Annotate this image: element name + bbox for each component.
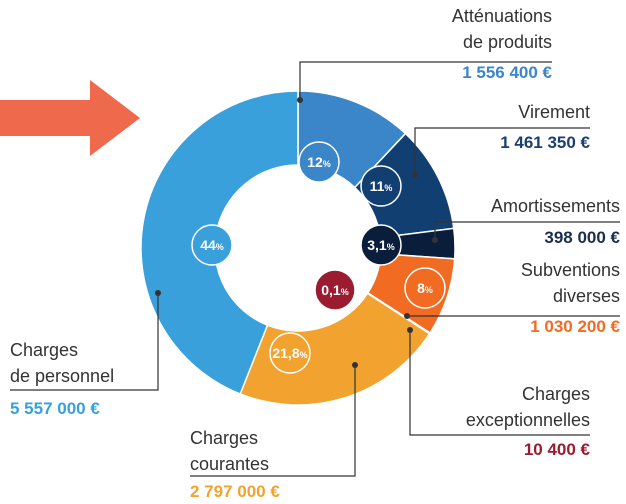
percent-sign: %	[341, 287, 349, 297]
leader-line	[409, 330, 590, 436]
category-line: Virement	[518, 102, 590, 122]
category-line: exceptionnelles	[466, 410, 590, 430]
category-label: Subventions diverses	[521, 260, 620, 306]
category-label: Virement	[518, 102, 590, 122]
percent-value: 11	[370, 178, 385, 194]
percent-sign: %	[425, 285, 433, 295]
category-line: Charges	[190, 428, 258, 448]
leader-line	[414, 127, 590, 175]
percent-badge	[191, 224, 233, 266]
percent-badge	[404, 267, 446, 309]
percent-sign: %	[387, 242, 395, 252]
amount-label: 10 400 €	[524, 440, 591, 459]
leader-dot	[352, 362, 358, 368]
leader-line	[190, 365, 356, 477]
amount-label: 1 556 400 €	[462, 63, 552, 82]
leader-dot	[155, 290, 161, 296]
percent-label: 3,1%	[367, 237, 394, 253]
category-line: Atténuations	[452, 6, 552, 26]
category-line: Subventions	[521, 260, 620, 280]
leader-line	[299, 61, 552, 100]
percent-badge	[314, 269, 356, 311]
category-label: Atténuations de produits	[452, 6, 552, 52]
category-line: Charges	[10, 340, 78, 360]
category-line: Charges	[522, 384, 590, 404]
donut-segment	[239, 292, 431, 406]
percent-sign: %	[323, 159, 331, 169]
percent-badge	[360, 224, 402, 266]
percent-value: 21,8	[272, 345, 299, 361]
category-line: Amortissements	[491, 196, 620, 216]
amount-label: 5 557 000 €	[10, 399, 100, 418]
percent-badge	[360, 165, 402, 207]
category-line: courantes	[190, 454, 269, 474]
leader-dot	[404, 313, 410, 319]
leader-line	[434, 221, 620, 240]
percent-label: 12%	[307, 154, 331, 170]
leader-line	[10, 293, 159, 391]
percent-value: 8	[417, 280, 425, 296]
amount-label: 1 030 200 €	[530, 317, 620, 336]
percent-badge	[269, 332, 311, 374]
category-label: Charges exceptionnelles	[466, 384, 590, 430]
percent-label: 0,1%	[321, 282, 348, 298]
percent-label: 8%	[417, 280, 433, 296]
category-line: de personnel	[10, 366, 114, 386]
percent-value: 0,1	[321, 282, 341, 298]
category-label: Charges de personnel	[10, 340, 114, 386]
percent-value: 12	[307, 154, 323, 170]
percent-label: 11%	[370, 178, 393, 194]
percent-badge	[298, 141, 340, 183]
category-line: de produits	[463, 32, 552, 52]
category-label: Amortissements	[491, 196, 620, 216]
leader-dot	[297, 97, 303, 103]
arrow	[0, 80, 140, 156]
leader-dot	[412, 172, 418, 178]
percent-sign: %	[216, 242, 224, 252]
percent-sign: %	[384, 183, 392, 193]
percent-label: 44%	[200, 237, 224, 253]
category-label: Charges courantes	[190, 428, 269, 474]
leader-dot	[432, 237, 438, 243]
percent-value: 3,1	[367, 237, 387, 253]
percent-value: 44	[200, 237, 216, 253]
amount-label: 1 461 350 €	[500, 133, 590, 152]
category-line: diverses	[553, 286, 620, 306]
amount-label: 2 797 000 €	[190, 482, 280, 501]
leader-dot	[407, 327, 413, 333]
amount-label: 398 000 €	[544, 228, 620, 247]
percent-label: 21,8%	[272, 345, 307, 361]
percent-sign: %	[300, 350, 308, 360]
